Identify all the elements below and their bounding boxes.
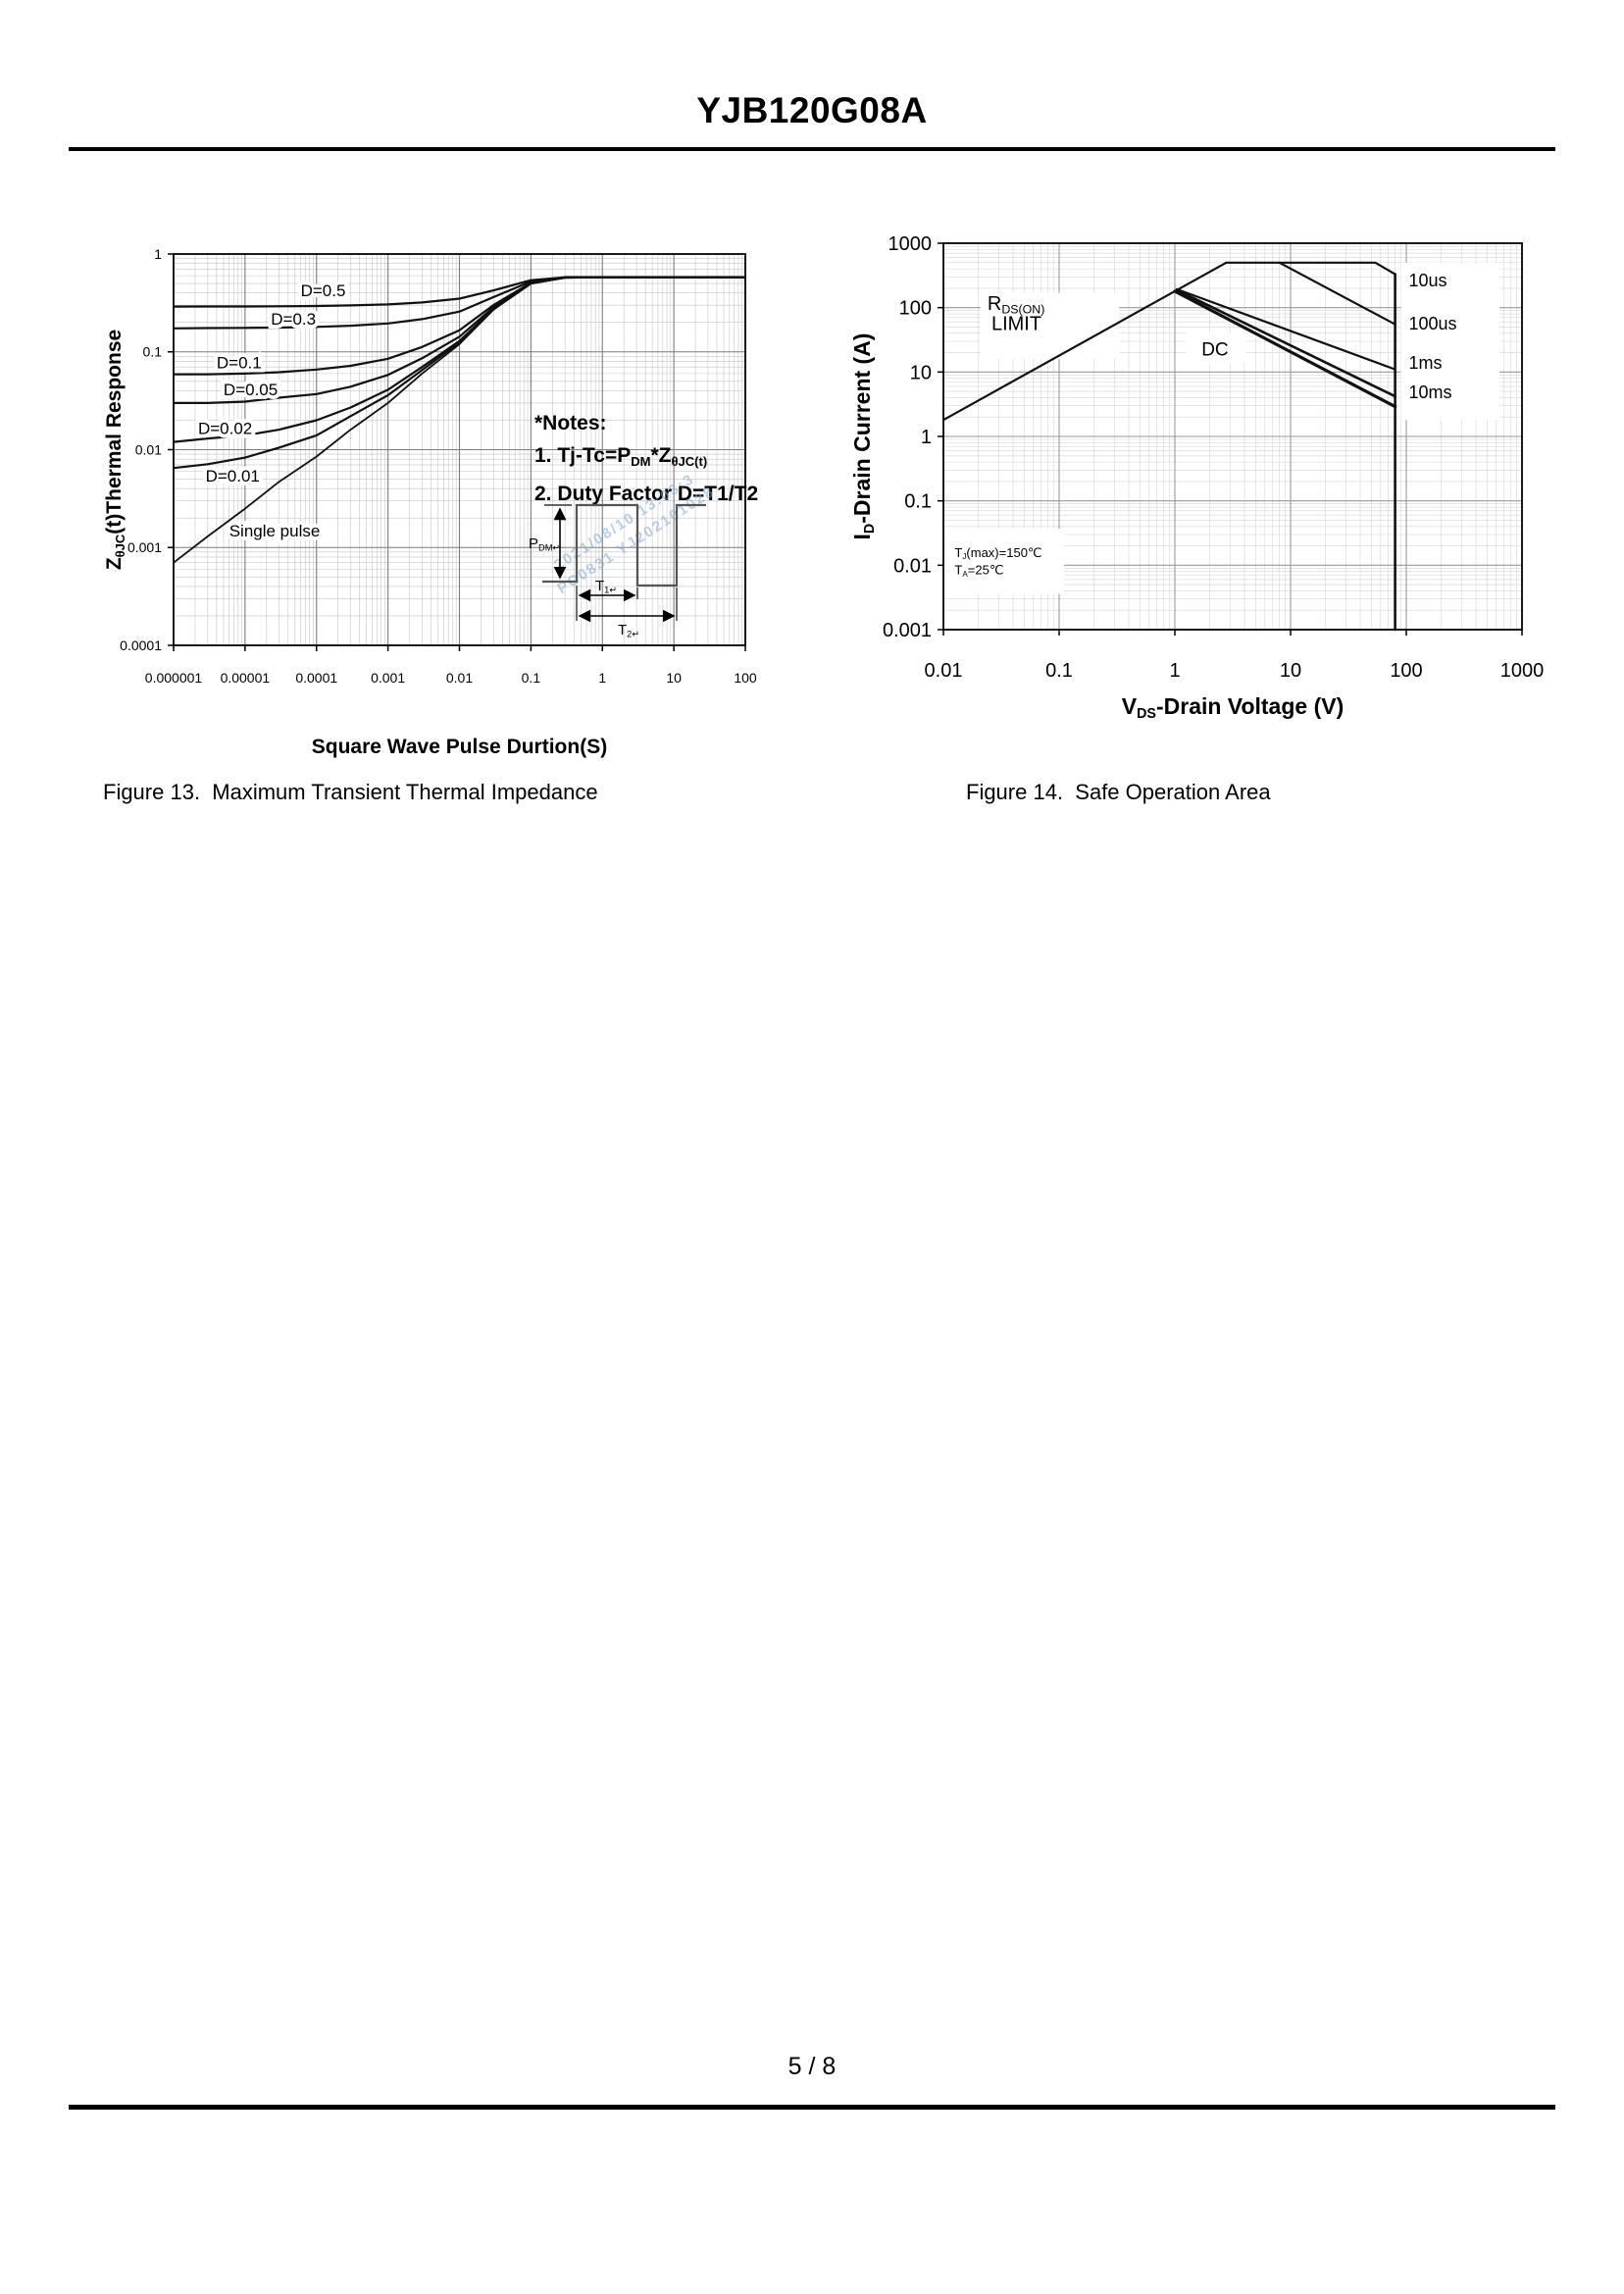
x-tick-label: 0.1 xyxy=(522,670,541,686)
page-title: YJB120G08A xyxy=(696,90,928,130)
y-tick-label: 0.01 xyxy=(135,441,162,457)
curve-label: D=0.05 xyxy=(224,381,278,399)
x-tick-label: 1000 xyxy=(1500,660,1545,682)
curve-label: D=0.01 xyxy=(206,467,260,485)
x-tick-label: 0.000001 xyxy=(145,670,203,686)
notes-line2: 2. Duty Factor D=T1/T2 xyxy=(534,483,759,505)
curve-Single pulse xyxy=(173,276,746,564)
legend-item: 1ms xyxy=(1409,353,1443,373)
x-tick-label: 100 xyxy=(734,670,757,686)
figure13-caption: Figure 13. Maximum Transient Thermal Imp… xyxy=(103,780,598,804)
inset-guides xyxy=(544,504,678,621)
inset-pdm-label: PDM↵ xyxy=(529,535,560,553)
annotation-text: TA=25℃ xyxy=(954,563,1003,579)
annotation-text: TJ(max)=150℃ xyxy=(954,545,1041,561)
tick-marks xyxy=(938,242,1523,636)
x-tick-label: 10 xyxy=(666,670,682,686)
thermal-notes: *Notes: 1. Tj-Tc=PDM*ZθJC(t) 2. Duty Fac… xyxy=(534,407,758,510)
legend-item: 10ms xyxy=(1409,382,1452,402)
pulse-waveform xyxy=(542,503,706,587)
y-tick-label: 1 xyxy=(154,246,162,262)
white-box xyxy=(1186,332,1246,364)
curve-10ms xyxy=(1175,288,1396,398)
inset-t1-label: T1↵ xyxy=(595,578,617,595)
y-axis-title: ZθJC(t)Thermal Response xyxy=(103,330,127,570)
y-tick-label: 10 xyxy=(910,362,932,383)
thermal-svg: D=0.5 D=0.3 D=0.1 D=0.05 D=0.02 D=0.01 Single … xyxy=(103,246,757,758)
x-axis-title: Square Wave Pulse Durtion(S) xyxy=(312,736,607,758)
y-tick-label: 1 xyxy=(921,427,932,448)
curve-RDS(ON) LIMIT xyxy=(941,261,1228,422)
curve-label: D=0.1 xyxy=(217,353,262,372)
x-tick-label: 100 xyxy=(1390,660,1422,682)
y-tick-label: 0.001 xyxy=(127,539,162,555)
y-tick-label: 0.01 xyxy=(893,555,932,577)
series xyxy=(941,261,1397,632)
y-tick-label: 0.001 xyxy=(883,620,932,641)
inset-t2-label: T2↵ xyxy=(618,622,639,639)
x-tick-label: 1 xyxy=(1169,660,1180,682)
x-tick-label: 0.01 xyxy=(446,670,473,686)
curve-label: D=0.02 xyxy=(198,419,252,437)
annotation-boxes xyxy=(943,262,1500,594)
y-axis-title: ID-Drain Current (A) xyxy=(849,333,878,540)
curve-DC xyxy=(1173,289,1397,409)
tick-marks xyxy=(168,253,746,651)
legend-item: 100us xyxy=(1409,314,1457,333)
legend-item: 10us xyxy=(1409,271,1447,290)
footer-rule xyxy=(69,2105,1555,2110)
thermal-impedance-chart: D=0.5 D=0.3 D=0.1 D=0.05 D=0.02 D=0.01 Single … xyxy=(93,211,770,775)
x-tick-label: 0.00001 xyxy=(221,670,271,686)
pulse-waveform-inset: PDM↵ T1↵ T2↵ xyxy=(529,503,706,639)
annotation-text: LIMIT xyxy=(991,313,1041,334)
curve-100us xyxy=(1278,261,1396,326)
page-number: 5 / 8 xyxy=(787,2053,837,2080)
x-tick-label: 0.0001 xyxy=(295,670,337,686)
curve-label: D=0.3 xyxy=(271,310,316,329)
y-tick-label: 0.1 xyxy=(904,491,932,513)
white-box xyxy=(981,292,1120,359)
safe-operation-area-chart: 10us 100us 1ms 10ms RDS(ON) LIMIT DC TJ(max)=15… xyxy=(829,211,1574,740)
y-tick-label: 1000 xyxy=(888,233,933,255)
soa-svg: 10us 100us 1ms 10ms RDS(ON)LIMIT DC TJ(max)=15… xyxy=(849,233,1545,722)
notes-line1: 1. Tj-Tc=PDM*ZθJC(t) xyxy=(534,444,708,469)
grid xyxy=(174,254,745,645)
annotation-text: RDS(ON) xyxy=(988,293,1045,317)
header-rule xyxy=(69,147,1555,151)
series xyxy=(172,276,747,564)
y-tick-label: 100 xyxy=(899,298,932,320)
inset-arrows xyxy=(553,507,676,623)
figure14-caption: Figure 14. Safe Operation Area xyxy=(966,780,1271,804)
notes-title: *Notes: xyxy=(534,412,607,434)
curve-10us xyxy=(1225,261,1396,276)
curve-label: Single pulse xyxy=(229,522,321,540)
x-axis-title: VDS-Drain Voltage (V) xyxy=(1122,693,1344,722)
x-tick-label: 1 xyxy=(598,670,606,686)
curve-label: D=0.5 xyxy=(301,281,346,300)
y-tick-label: 0.1 xyxy=(143,344,163,360)
annotation-text: DC xyxy=(1201,340,1228,361)
x-tick-label: 0.001 xyxy=(371,670,405,686)
legend-box xyxy=(1400,262,1500,421)
y-tick-label: 0.0001 xyxy=(120,637,162,653)
x-tick-label: 0.01 xyxy=(925,660,963,682)
x-tick-label: 10 xyxy=(1280,660,1301,682)
x-tick-label: 0.1 xyxy=(1045,660,1073,682)
curve-1ms xyxy=(1175,287,1396,371)
white-box xyxy=(943,529,1064,594)
